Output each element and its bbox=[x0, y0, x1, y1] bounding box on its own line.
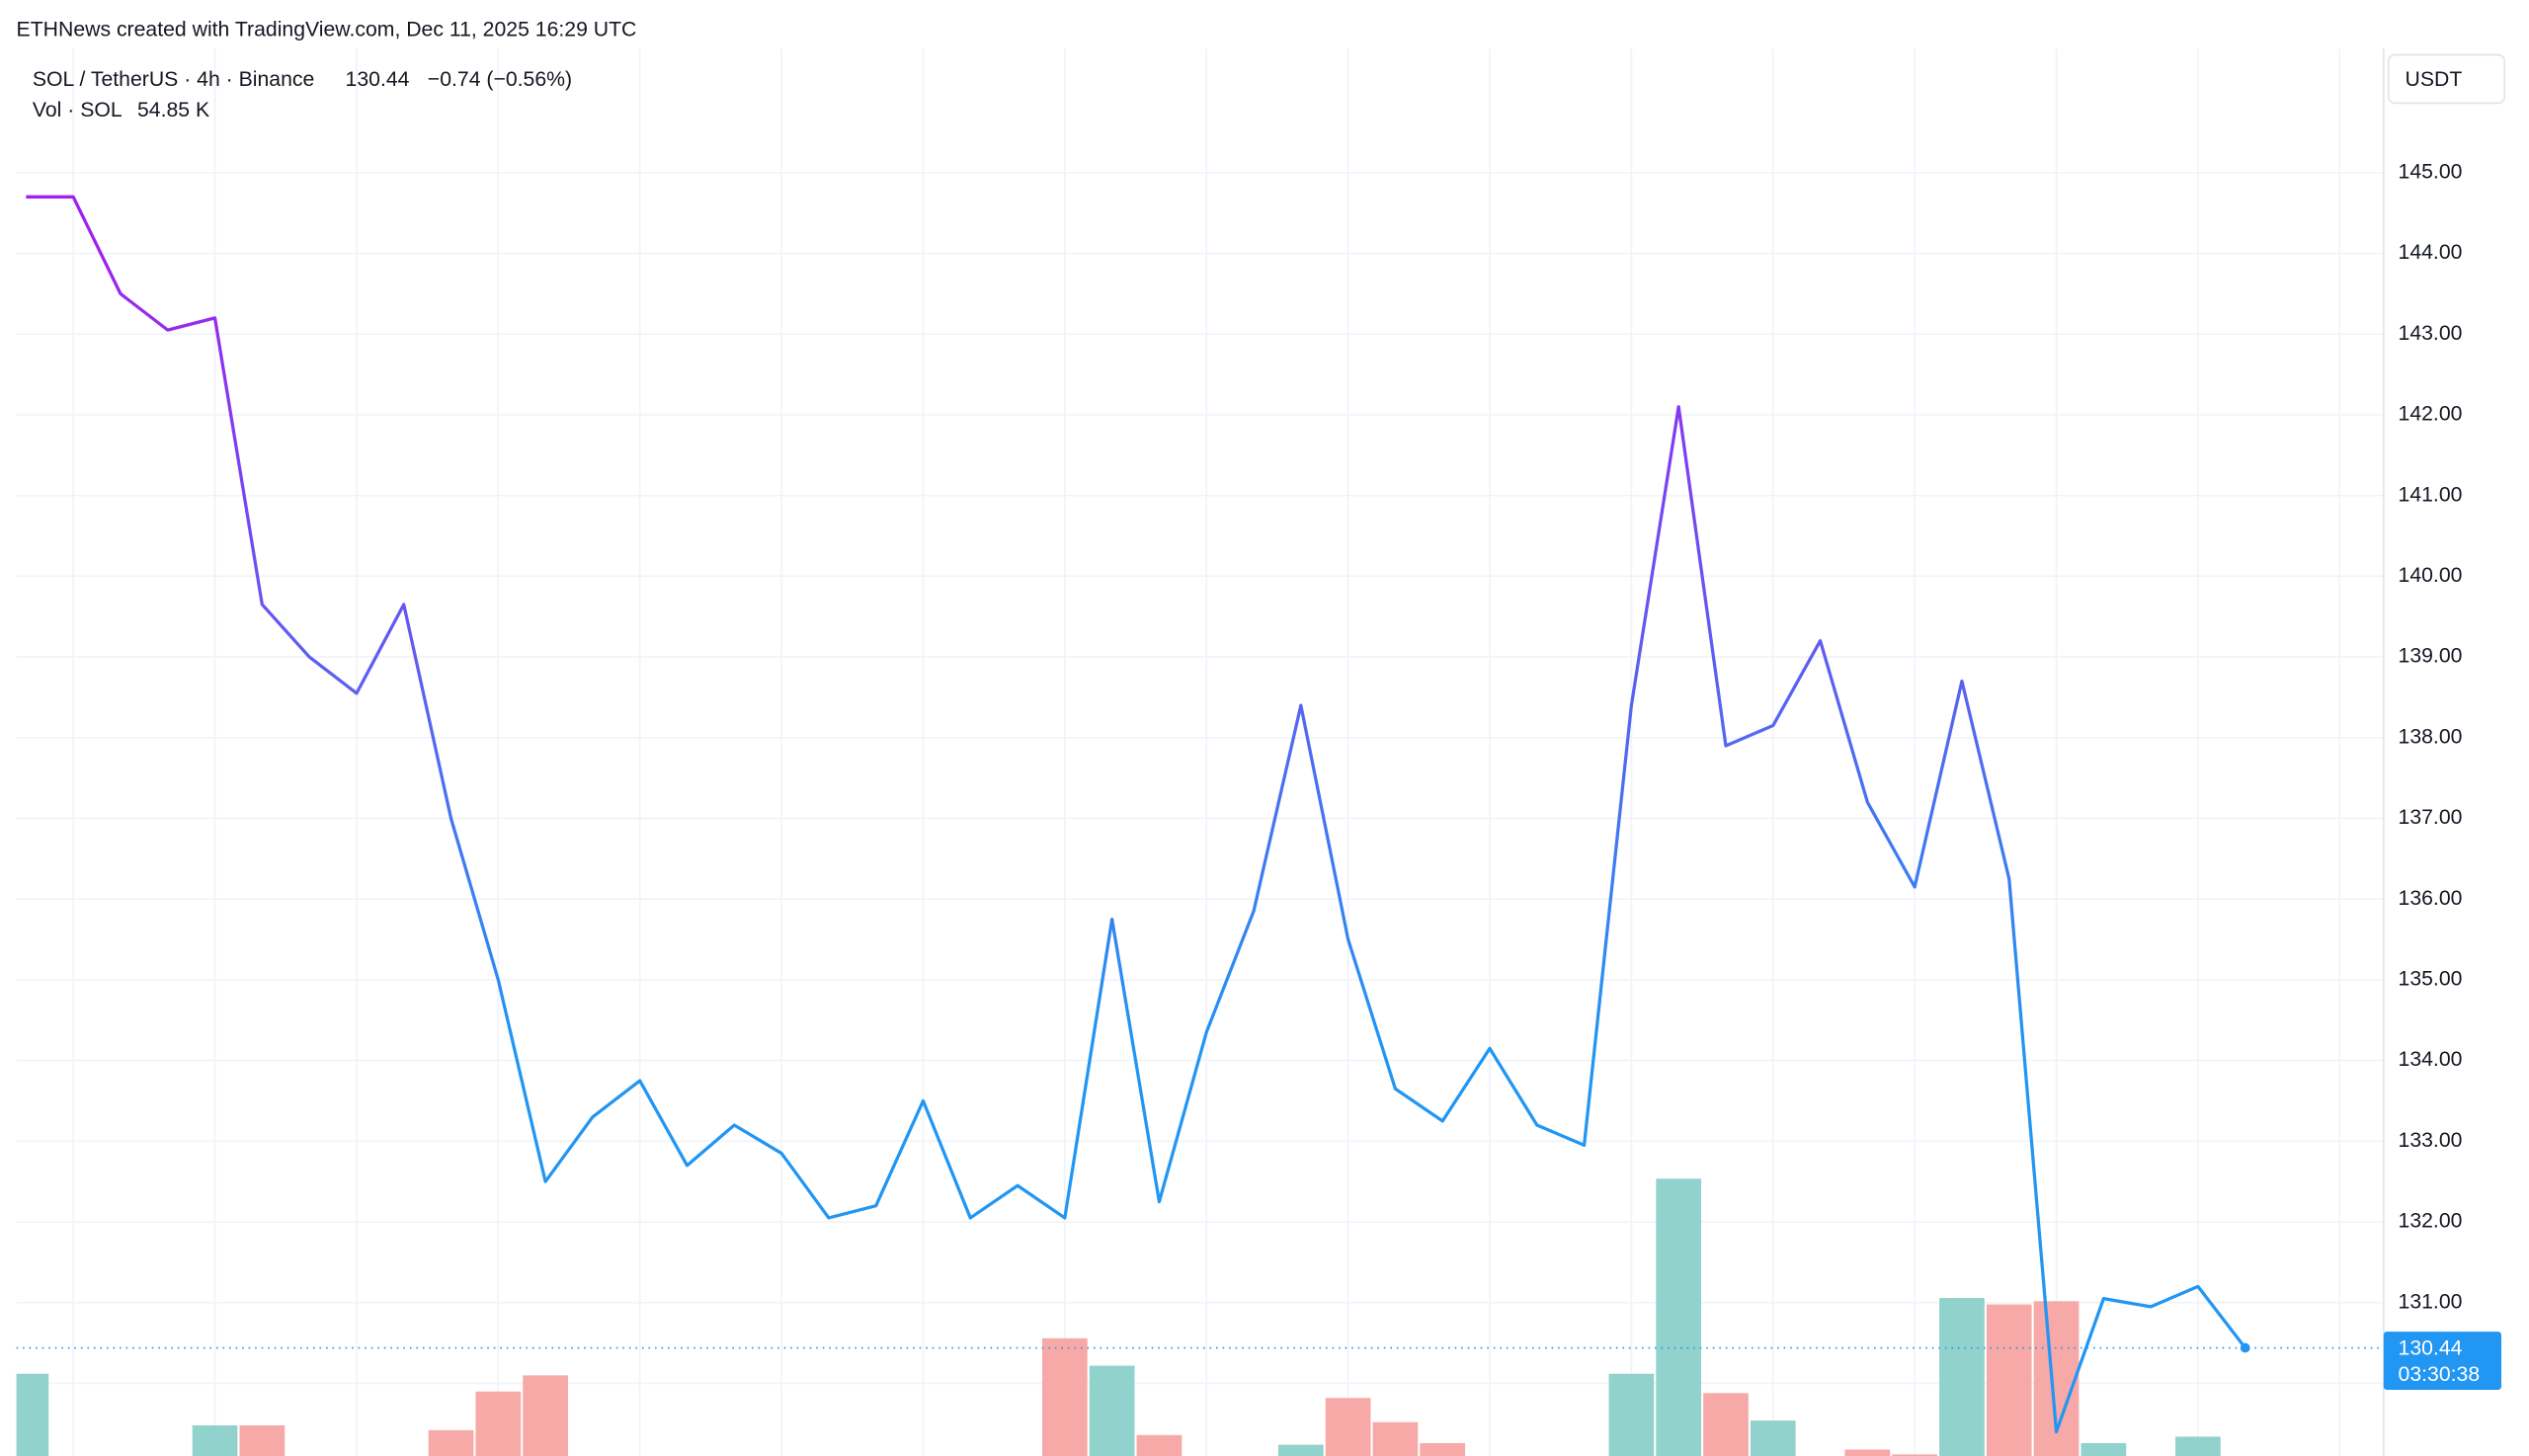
volume-bar bbox=[1939, 1298, 1985, 1456]
volume-bar bbox=[475, 1391, 522, 1456]
y-tick-label: 139.00 bbox=[2399, 645, 2463, 668]
volume-bar bbox=[2080, 1442, 2127, 1456]
volume-bar bbox=[1892, 1454, 1938, 1456]
volume-title: Vol · SOL bbox=[33, 99, 122, 121]
volume-bar bbox=[1703, 1393, 1749, 1456]
volume-bar bbox=[1608, 1373, 1655, 1456]
volume-bar bbox=[1041, 1337, 1088, 1456]
symbol: SOL / TetherUS · 4h · Binance bbox=[33, 68, 314, 91]
volume-bar bbox=[1844, 1449, 1891, 1456]
volume-bar bbox=[1325, 1398, 1371, 1456]
volume-bar bbox=[1420, 1442, 1466, 1456]
volume-bar bbox=[1372, 1421, 1419, 1456]
volume-bar bbox=[1277, 1444, 1324, 1456]
volume-bar bbox=[1986, 1304, 2032, 1456]
volume-bar bbox=[1656, 1178, 1702, 1456]
countdown: 03:30:38 bbox=[2399, 1363, 2481, 1386]
y-tick-label: 138.00 bbox=[2399, 725, 2463, 748]
last-price-box bbox=[2383, 1332, 2502, 1390]
plot-area bbox=[16, 195, 2384, 1456]
y-tick-label: 131.00 bbox=[2399, 1290, 2463, 1313]
currency-box[interactable] bbox=[2387, 53, 2506, 105]
volume-bar bbox=[1750, 1420, 1796, 1456]
y-tick-label: 133.00 bbox=[2399, 1129, 2463, 1152]
volume-bar bbox=[1136, 1434, 1183, 1456]
y-tick-label: 134.00 bbox=[2399, 1048, 2463, 1071]
last-point bbox=[2240, 1342, 2250, 1353]
y-tick-label: 137.00 bbox=[2399, 806, 2463, 829]
y-tick-label: 145.00 bbox=[2399, 160, 2463, 183]
volume-bar bbox=[192, 1424, 238, 1456]
volume-bar bbox=[16, 1373, 49, 1456]
y-tick-label: 132.00 bbox=[2399, 1210, 2463, 1233]
y-tick-label: 136.00 bbox=[2399, 887, 2463, 910]
y-tick-label: 141.00 bbox=[2399, 483, 2463, 506]
y-tick-label: 135.00 bbox=[2399, 968, 2463, 991]
price-change: −0.74 (−0.56%) bbox=[428, 68, 572, 91]
price-line bbox=[26, 195, 2247, 1434]
last-price-label: 130.44 bbox=[2399, 1337, 2463, 1360]
y-tick-label: 143.00 bbox=[2399, 322, 2463, 345]
volume-last: 54.85 K bbox=[137, 99, 209, 121]
y-tick-label: 144.00 bbox=[2399, 241, 2463, 264]
y-tick-label: 140.00 bbox=[2399, 564, 2463, 587]
y-tick-label: 142.00 bbox=[2399, 403, 2463, 426]
chart-title: ETHNews created with TradingView.com, De… bbox=[17, 19, 637, 41]
volume-bar bbox=[523, 1375, 568, 1456]
volume-bar bbox=[2175, 1436, 2221, 1456]
last-price: 130.44 bbox=[346, 68, 410, 91]
volume-bar bbox=[428, 1429, 474, 1456]
grid bbox=[16, 47, 2384, 1456]
currency[interactable]: USDT bbox=[2406, 68, 2463, 91]
price-axis: 130.00131.00132.00133.00134.00135.00136.… bbox=[2383, 160, 2502, 1394]
volume-bar bbox=[239, 1424, 286, 1456]
volume-bar bbox=[1089, 1365, 1135, 1456]
